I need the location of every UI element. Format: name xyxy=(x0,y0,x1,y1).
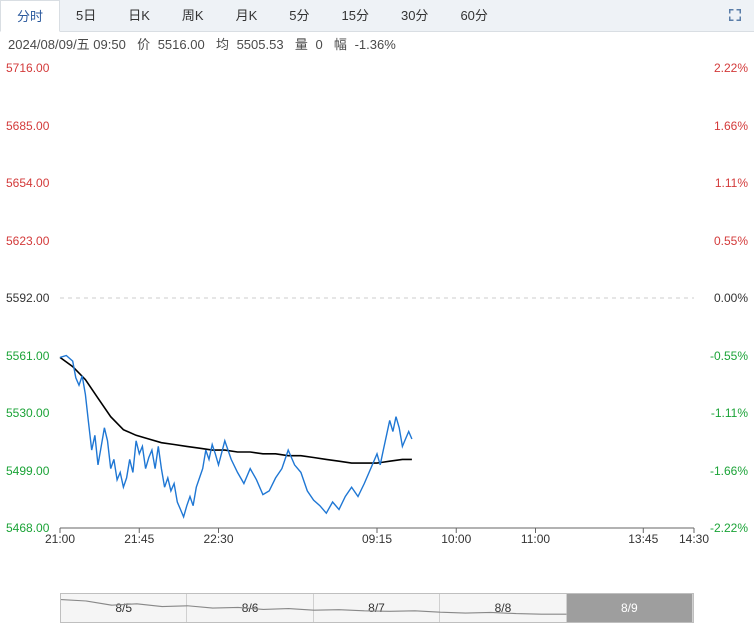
y-tick-left-2: 5654.00 xyxy=(6,176,49,190)
tab-7[interactable]: 30分 xyxy=(385,0,444,32)
nav-segment-0[interactable]: 8/5 xyxy=(61,594,187,622)
chart-svg xyxy=(0,58,754,563)
price-label: 价 xyxy=(137,37,150,52)
x-tick-3: 09:15 xyxy=(362,532,392,546)
y-tick-right-7: -1.66% xyxy=(710,464,748,478)
avg-value: 5505.53 xyxy=(237,37,284,52)
avg-label: 均 xyxy=(216,37,229,52)
tab-1[interactable]: 5日 xyxy=(60,0,112,32)
tab-bar: 分时5日日K周K月K5分15分30分60分 xyxy=(0,0,754,32)
price-value: 5516.00 xyxy=(158,37,205,52)
y-tick-right-4: 0.00% xyxy=(714,291,748,305)
nav-segment-2[interactable]: 8/7 xyxy=(314,594,440,622)
tab-0[interactable]: 分时 xyxy=(0,0,60,32)
navigator-strip[interactable]: 8/58/68/78/88/9 xyxy=(60,593,694,623)
y-tick-right-6: -1.11% xyxy=(711,406,748,420)
x-tick-7: 14:30 xyxy=(679,532,709,546)
tab-4[interactable]: 月K xyxy=(220,0,274,32)
tab-3[interactable]: 周K xyxy=(166,0,220,32)
avg-line xyxy=(60,357,412,463)
y-tick-right-0: 2.22% xyxy=(714,61,748,75)
y-tick-right-5: -0.55% xyxy=(710,349,748,363)
change-label: 幅 xyxy=(334,37,347,52)
info-datetime: 2024/08/09/五 09:50 xyxy=(8,37,126,52)
y-tick-right-2: 1.11% xyxy=(715,176,748,190)
y-tick-left-1: 5685.00 xyxy=(6,119,49,133)
y-tick-left-0: 5716.00 xyxy=(6,61,49,75)
y-tick-left-8: 5468.00 xyxy=(6,521,49,535)
tab-2[interactable]: 日K xyxy=(112,0,166,32)
tab-6[interactable]: 15分 xyxy=(326,0,385,32)
y-tick-right-1: 1.66% xyxy=(714,119,748,133)
x-tick-2: 22:30 xyxy=(203,532,233,546)
tab-8[interactable]: 60分 xyxy=(444,0,503,32)
nav-segment-1[interactable]: 8/6 xyxy=(187,594,313,622)
y-tick-left-6: 5530.00 xyxy=(6,406,49,420)
y-tick-left-3: 5623.00 xyxy=(6,234,49,248)
expand-icon[interactable] xyxy=(726,6,744,24)
volume-label: 量 xyxy=(295,37,308,52)
info-bar: 2024/08/09/五 09:50 价 5516.00 均 5505.53 量… xyxy=(0,32,754,58)
nav-segment-3[interactable]: 8/8 xyxy=(440,594,566,622)
price-line xyxy=(60,356,412,517)
x-tick-5: 11:00 xyxy=(521,532,550,546)
x-tick-6: 13:45 xyxy=(628,532,658,546)
y-tick-right-8: -2.22% xyxy=(710,521,748,535)
y-tick-left-5: 5561.00 xyxy=(6,349,49,363)
chart-area[interactable]: 5716.00 2.22% 5685.00 1.66% 5654.00 1.11% 5623… xyxy=(0,58,754,563)
x-tick-1: 21:45 xyxy=(124,532,154,546)
change-value: -1.36% xyxy=(355,37,396,52)
nav-segment-4[interactable]: 8/9 xyxy=(567,594,693,622)
x-tick-4: 10:00 xyxy=(441,532,471,546)
x-tick-0: 21:00 xyxy=(45,532,75,546)
volume-value: 0 xyxy=(315,37,322,52)
y-tick-right-3: 0.55% xyxy=(714,234,748,248)
tab-5[interactable]: 5分 xyxy=(273,0,325,32)
y-tick-left-4: 5592.00 xyxy=(6,291,49,305)
y-tick-left-7: 5499.00 xyxy=(6,464,49,478)
